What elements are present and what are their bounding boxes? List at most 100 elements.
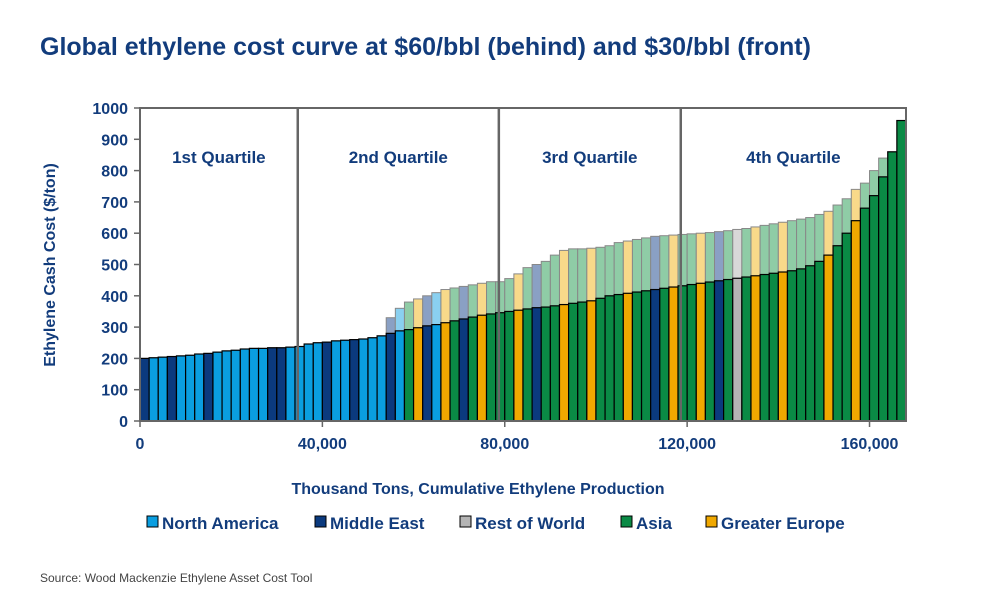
legend-swatch [314, 515, 327, 528]
front-bar [586, 300, 597, 422]
front-bar [832, 245, 843, 422]
front-bar [440, 322, 451, 422]
front-bar [139, 357, 150, 422]
front-bar [358, 338, 369, 422]
legend-label: Middle East [330, 514, 425, 533]
front-bar [294, 345, 305, 422]
front-bar [659, 287, 670, 422]
front-bar [321, 341, 333, 422]
front-bar [567, 302, 579, 422]
front-bar [595, 297, 606, 422]
x-tick-label: 120,000 [658, 436, 716, 453]
front-bar [795, 268, 807, 422]
front-bar [239, 348, 251, 422]
front-bar [166, 355, 178, 422]
front-bar [522, 308, 533, 422]
front-bar [367, 337, 378, 422]
quartile-label: 1st Quartile [172, 148, 266, 167]
front-bar [257, 347, 269, 422]
y-tick-label: 900 [101, 132, 128, 149]
front-bar [148, 357, 159, 422]
x-tick-label: 40,000 [298, 436, 347, 453]
front-bar [194, 353, 205, 422]
front-bar [549, 305, 561, 422]
front-bar [668, 286, 679, 422]
front-bar [759, 273, 770, 422]
y-tick-label: 600 [101, 226, 128, 243]
front-bar [157, 356, 168, 422]
front-bar [805, 265, 816, 422]
front-bar [221, 350, 232, 422]
front-bar [859, 207, 871, 422]
front-bar [640, 290, 652, 422]
front-bar [814, 260, 825, 422]
front-bar [631, 291, 643, 422]
y-tick-label: 300 [101, 320, 128, 337]
legend-label: Asia [636, 514, 672, 533]
front-bar [376, 335, 387, 422]
front-bar [349, 339, 360, 422]
front-bar [741, 276, 752, 422]
y-tick-label: 100 [101, 383, 128, 400]
front-bar [613, 293, 624, 422]
front-bar [504, 310, 515, 422]
front-bar [723, 278, 734, 422]
front-bar [540, 306, 551, 422]
front-bar [394, 330, 406, 422]
front-bar [513, 309, 524, 422]
front-bar [650, 288, 661, 422]
quartile-label: 2nd Quartile [349, 148, 448, 167]
front-bar [786, 270, 798, 422]
y-axis-label: Ethylene Cash Cost ($/ton) [42, 163, 59, 367]
y-tick-label: 200 [101, 351, 128, 368]
front-bar [248, 347, 260, 422]
y-tick-label: 1000 [92, 101, 128, 118]
front-bar [558, 303, 570, 422]
front-bar [750, 275, 761, 422]
x-tick-label: 0 [136, 436, 145, 453]
front-bar [449, 320, 460, 422]
front-bar [686, 283, 697, 422]
front-bar [850, 220, 862, 422]
front-bar [403, 329, 415, 422]
front-bar [695, 282, 706, 422]
quartile-labels: 1st Quartile 2nd Quartile 3rd Quartile 4th … [172, 148, 841, 167]
front-bar [732, 277, 743, 422]
legend-label: Greater Europe [721, 514, 845, 533]
front-bar [485, 313, 497, 422]
y-tick-label: 0 [119, 414, 128, 431]
front-bar [230, 349, 241, 422]
front-bar [823, 254, 834, 422]
front-bar [431, 323, 442, 422]
front-bar [340, 339, 351, 422]
front-bar [212, 351, 223, 422]
x-ticks: 0 40,000 80,000 120,000 160,000 [136, 421, 899, 453]
legend-swatch [705, 515, 718, 528]
front-bar [385, 332, 396, 422]
y-tick-label: 800 [101, 164, 128, 181]
front-bar [622, 292, 634, 422]
front-bar [896, 119, 907, 422]
y-ticks: 0 100 200 300 400 500 600 700 800 900 1000 [92, 101, 140, 431]
front-bar [458, 318, 469, 422]
legend-label: Rest of World [475, 514, 585, 533]
front-bar [412, 327, 424, 422]
front-bar [330, 340, 342, 422]
front-bar [312, 342, 323, 422]
y-tick-label: 500 [101, 258, 128, 275]
legend-label: North America [162, 514, 279, 533]
front-bar [495, 312, 506, 422]
front-bar [604, 295, 615, 422]
front-bar [841, 232, 852, 422]
x-tick-label: 80,000 [480, 436, 529, 453]
x-axis-label: Thousand Tons, Cumulative Ethylene Produ… [291, 481, 664, 498]
quartile-label: 3rd Quartile [542, 148, 637, 167]
front-bar [677, 285, 688, 422]
front-bar [878, 176, 889, 422]
front-bar [768, 272, 779, 422]
front-bar [887, 151, 898, 422]
front-bar [175, 355, 187, 422]
front-bar [476, 314, 488, 422]
front-bar [777, 271, 789, 422]
source-note: Source: Wood Mackenzie Ethylene Asset Co… [40, 571, 312, 585]
